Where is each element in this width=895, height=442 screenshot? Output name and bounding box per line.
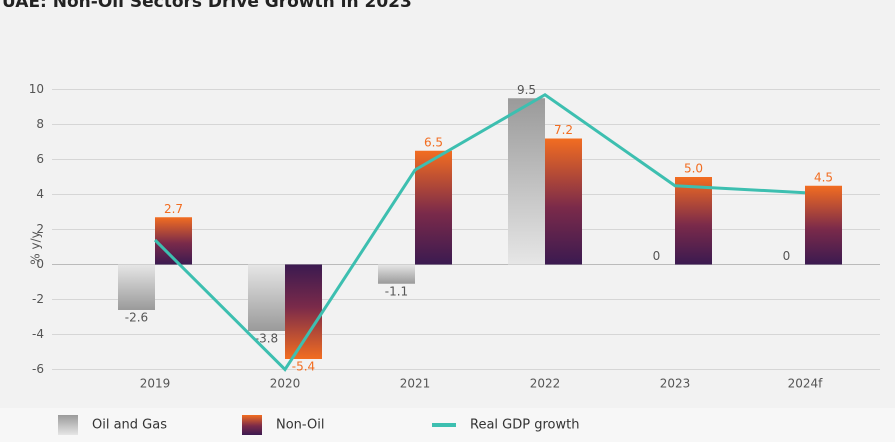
y-tick-label: 10 (29, 82, 44, 96)
bar (675, 177, 712, 265)
bar (248, 264, 285, 331)
legend-label: Non-Oil (276, 418, 324, 433)
bar (508, 98, 545, 265)
bar (285, 264, 322, 359)
value-label: 6.5 (424, 135, 443, 149)
chart-title: UAE: Non-Oil Sectors Drive Growth in 202… (2, 0, 412, 12)
bar (378, 264, 415, 284)
bar (545, 138, 582, 265)
value-label: -3.8 (255, 332, 278, 346)
x-tick-label: 2024f (788, 377, 824, 391)
value-label: -1.1 (385, 284, 408, 298)
value-label: 9.5 (517, 83, 536, 97)
legend-label: Real GDP growth (470, 418, 579, 433)
legend-swatch (58, 415, 78, 435)
y-tick-label: 8 (36, 117, 44, 131)
y-tick-label: 2 (36, 222, 44, 236)
value-label: 2.7 (164, 202, 183, 216)
x-tick-label: 2023 (660, 377, 691, 391)
value-label: 0 (653, 249, 661, 263)
legend-label: Oil and Gas (92, 418, 167, 433)
x-tick-label: 2022 (530, 377, 561, 391)
x-tick-label: 2021 (400, 377, 431, 391)
bar (118, 264, 155, 310)
y-tick-label: -4 (32, 327, 44, 341)
value-label: 0 (783, 249, 791, 263)
x-tick-label: 2020 (270, 377, 301, 391)
bar (805, 185, 842, 265)
y-tick-label: 4 (36, 187, 44, 201)
y-tick-label: -2 (32, 292, 44, 306)
line (153, 92, 806, 372)
legend-swatch (242, 415, 262, 435)
y-tick-label: -6 (32, 362, 44, 376)
value-label: 7.2 (554, 123, 573, 137)
value-label: 5.0 (684, 162, 703, 176)
y-axis-label: % y/y (29, 231, 43, 264)
x-tick-label: 2019 (140, 377, 171, 391)
value-label: -2.6 (125, 311, 148, 325)
value-label: -5.4 (292, 360, 315, 374)
bar (415, 150, 452, 265)
y-tick-label: 0 (36, 257, 44, 271)
value-label: 4.5 (814, 170, 833, 184)
y-tick-label: 6 (36, 152, 44, 166)
